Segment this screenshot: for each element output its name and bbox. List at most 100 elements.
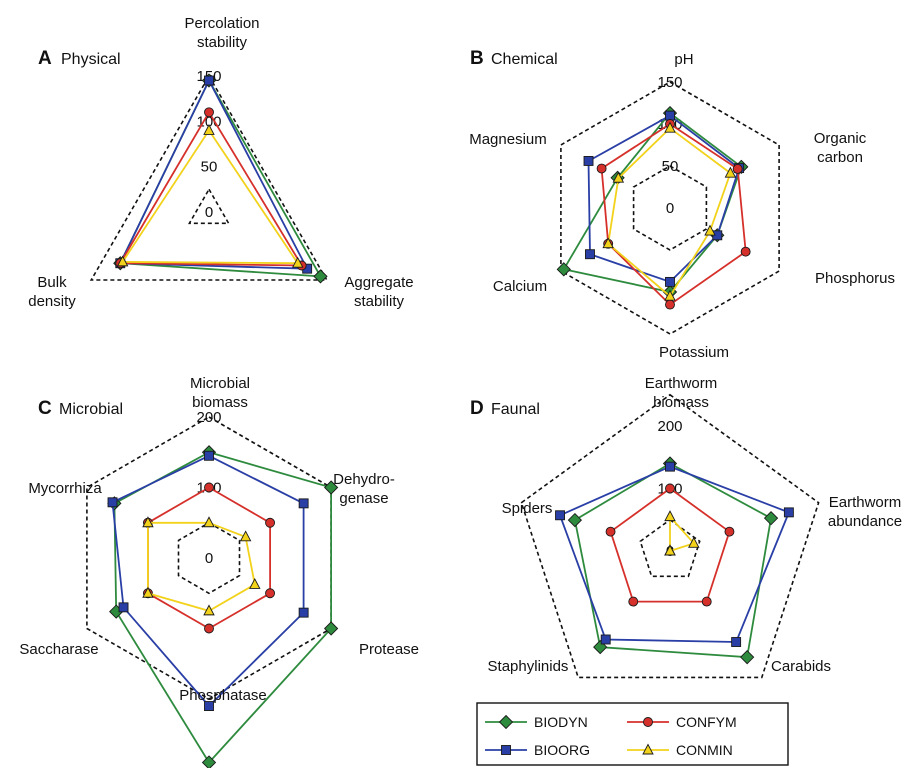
series-line bbox=[587, 114, 741, 283]
panel-d: 0100200EarthwormbiomassEarthwormabundanc… bbox=[470, 375, 902, 679]
data-point bbox=[556, 262, 571, 277]
axis-label: Protease bbox=[359, 641, 419, 658]
series-conmin bbox=[142, 516, 261, 616]
data-point bbox=[498, 714, 514, 730]
data-point bbox=[724, 166, 737, 178]
data-point bbox=[203, 516, 215, 528]
series-line bbox=[669, 514, 696, 553]
data-point bbox=[204, 623, 214, 634]
data-point bbox=[665, 483, 675, 494]
data-point bbox=[323, 621, 339, 636]
data-point bbox=[142, 586, 154, 598]
data-point bbox=[142, 516, 154, 528]
data-point bbox=[600, 634, 611, 645]
data-point bbox=[664, 289, 676, 301]
data-point bbox=[116, 255, 129, 267]
legend-box bbox=[476, 702, 789, 766]
data-point bbox=[642, 743, 654, 755]
data-point bbox=[665, 461, 675, 472]
data-point bbox=[585, 249, 595, 260]
data-point bbox=[313, 269, 328, 284]
axis-label: Organic carbon bbox=[814, 130, 867, 166]
data-point bbox=[298, 607, 309, 618]
series-conmin bbox=[602, 121, 737, 301]
data-point bbox=[583, 156, 594, 166]
data-point bbox=[239, 530, 252, 542]
data-point bbox=[204, 482, 214, 493]
panel-letter: B bbox=[470, 48, 484, 69]
legend-entry-conmin: CONMIN bbox=[627, 742, 733, 758]
data-point bbox=[664, 510, 676, 522]
panel-title: Chemical bbox=[491, 51, 558, 68]
data-point bbox=[763, 511, 779, 526]
tick-label: 0 bbox=[205, 204, 213, 221]
axis-label: Aggregate stability bbox=[344, 274, 413, 310]
axis-label: Mycorrhiza bbox=[28, 480, 102, 497]
legend-entry-confym: CONFYM bbox=[627, 714, 737, 730]
axis-label: Magnesium bbox=[469, 131, 547, 148]
panel-letter: A bbox=[38, 48, 52, 69]
axis-label: Spiders bbox=[502, 500, 553, 517]
legend: BIODYN CONFYM BIOORG CONMIN bbox=[476, 702, 789, 766]
data-point bbox=[602, 237, 614, 249]
data-point bbox=[643, 717, 653, 727]
tick-label: 50 bbox=[662, 158, 679, 175]
series-line bbox=[558, 465, 791, 643]
panel-title: Faunal bbox=[491, 401, 540, 418]
panel-title: Physical bbox=[61, 51, 121, 68]
panel-a: 050100150PercolationstabilityAggregatest… bbox=[28, 15, 413, 310]
data-point bbox=[555, 510, 565, 521]
data-point bbox=[265, 588, 276, 599]
data-point bbox=[118, 602, 129, 613]
data-point bbox=[204, 450, 214, 461]
axis-label: Staphylinids bbox=[488, 658, 569, 675]
axis-label: Dehydro-genase bbox=[333, 471, 395, 507]
axis-label: Potassium bbox=[659, 344, 729, 361]
data-point bbox=[323, 480, 339, 495]
tick-label: 50 bbox=[201, 159, 218, 176]
series-line bbox=[573, 462, 772, 659]
data-point bbox=[701, 596, 712, 607]
panel-title: Microbial bbox=[59, 401, 123, 418]
data-point bbox=[203, 123, 215, 135]
series-bioorg bbox=[583, 110, 745, 287]
data-point bbox=[204, 107, 214, 118]
data-point bbox=[596, 163, 607, 174]
legend-label: BIOORG bbox=[534, 742, 590, 758]
series-line bbox=[562, 111, 743, 293]
series-line bbox=[113, 451, 333, 764]
series-bioorg bbox=[555, 461, 794, 647]
data-point bbox=[204, 701, 214, 711]
series-line bbox=[118, 110, 304, 267]
axis-label: Saccharase bbox=[19, 641, 98, 658]
legend-label: BIODYN bbox=[534, 714, 588, 730]
data-point bbox=[291, 256, 304, 268]
data-point bbox=[605, 526, 616, 537]
series-confym bbox=[605, 483, 735, 607]
data-point bbox=[265, 517, 276, 528]
legend-entry-bioorg: BIOORG bbox=[485, 742, 590, 758]
data-point bbox=[501, 745, 511, 755]
data-point bbox=[688, 536, 700, 548]
data-point bbox=[203, 604, 215, 616]
tick-label: 100 bbox=[196, 113, 221, 130]
data-point bbox=[107, 497, 118, 508]
data-point bbox=[664, 544, 676, 556]
legend-label: CONFYM bbox=[676, 714, 737, 730]
data-point bbox=[204, 75, 214, 86]
series-line bbox=[120, 128, 300, 265]
data-point bbox=[298, 498, 309, 509]
data-point bbox=[665, 299, 675, 310]
data-point bbox=[704, 224, 716, 236]
inner-reference-polygon bbox=[632, 165, 708, 251]
data-point bbox=[740, 650, 755, 665]
axis-label: Earthworm biomass bbox=[645, 375, 718, 411]
axis-label: Calcium bbox=[493, 278, 547, 295]
data-point bbox=[664, 121, 676, 133]
axis-label: Bulk density bbox=[28, 274, 76, 310]
legend-label: CONMIN bbox=[676, 742, 733, 758]
data-point bbox=[783, 507, 794, 518]
data-point bbox=[740, 246, 751, 257]
data-point bbox=[724, 526, 735, 537]
